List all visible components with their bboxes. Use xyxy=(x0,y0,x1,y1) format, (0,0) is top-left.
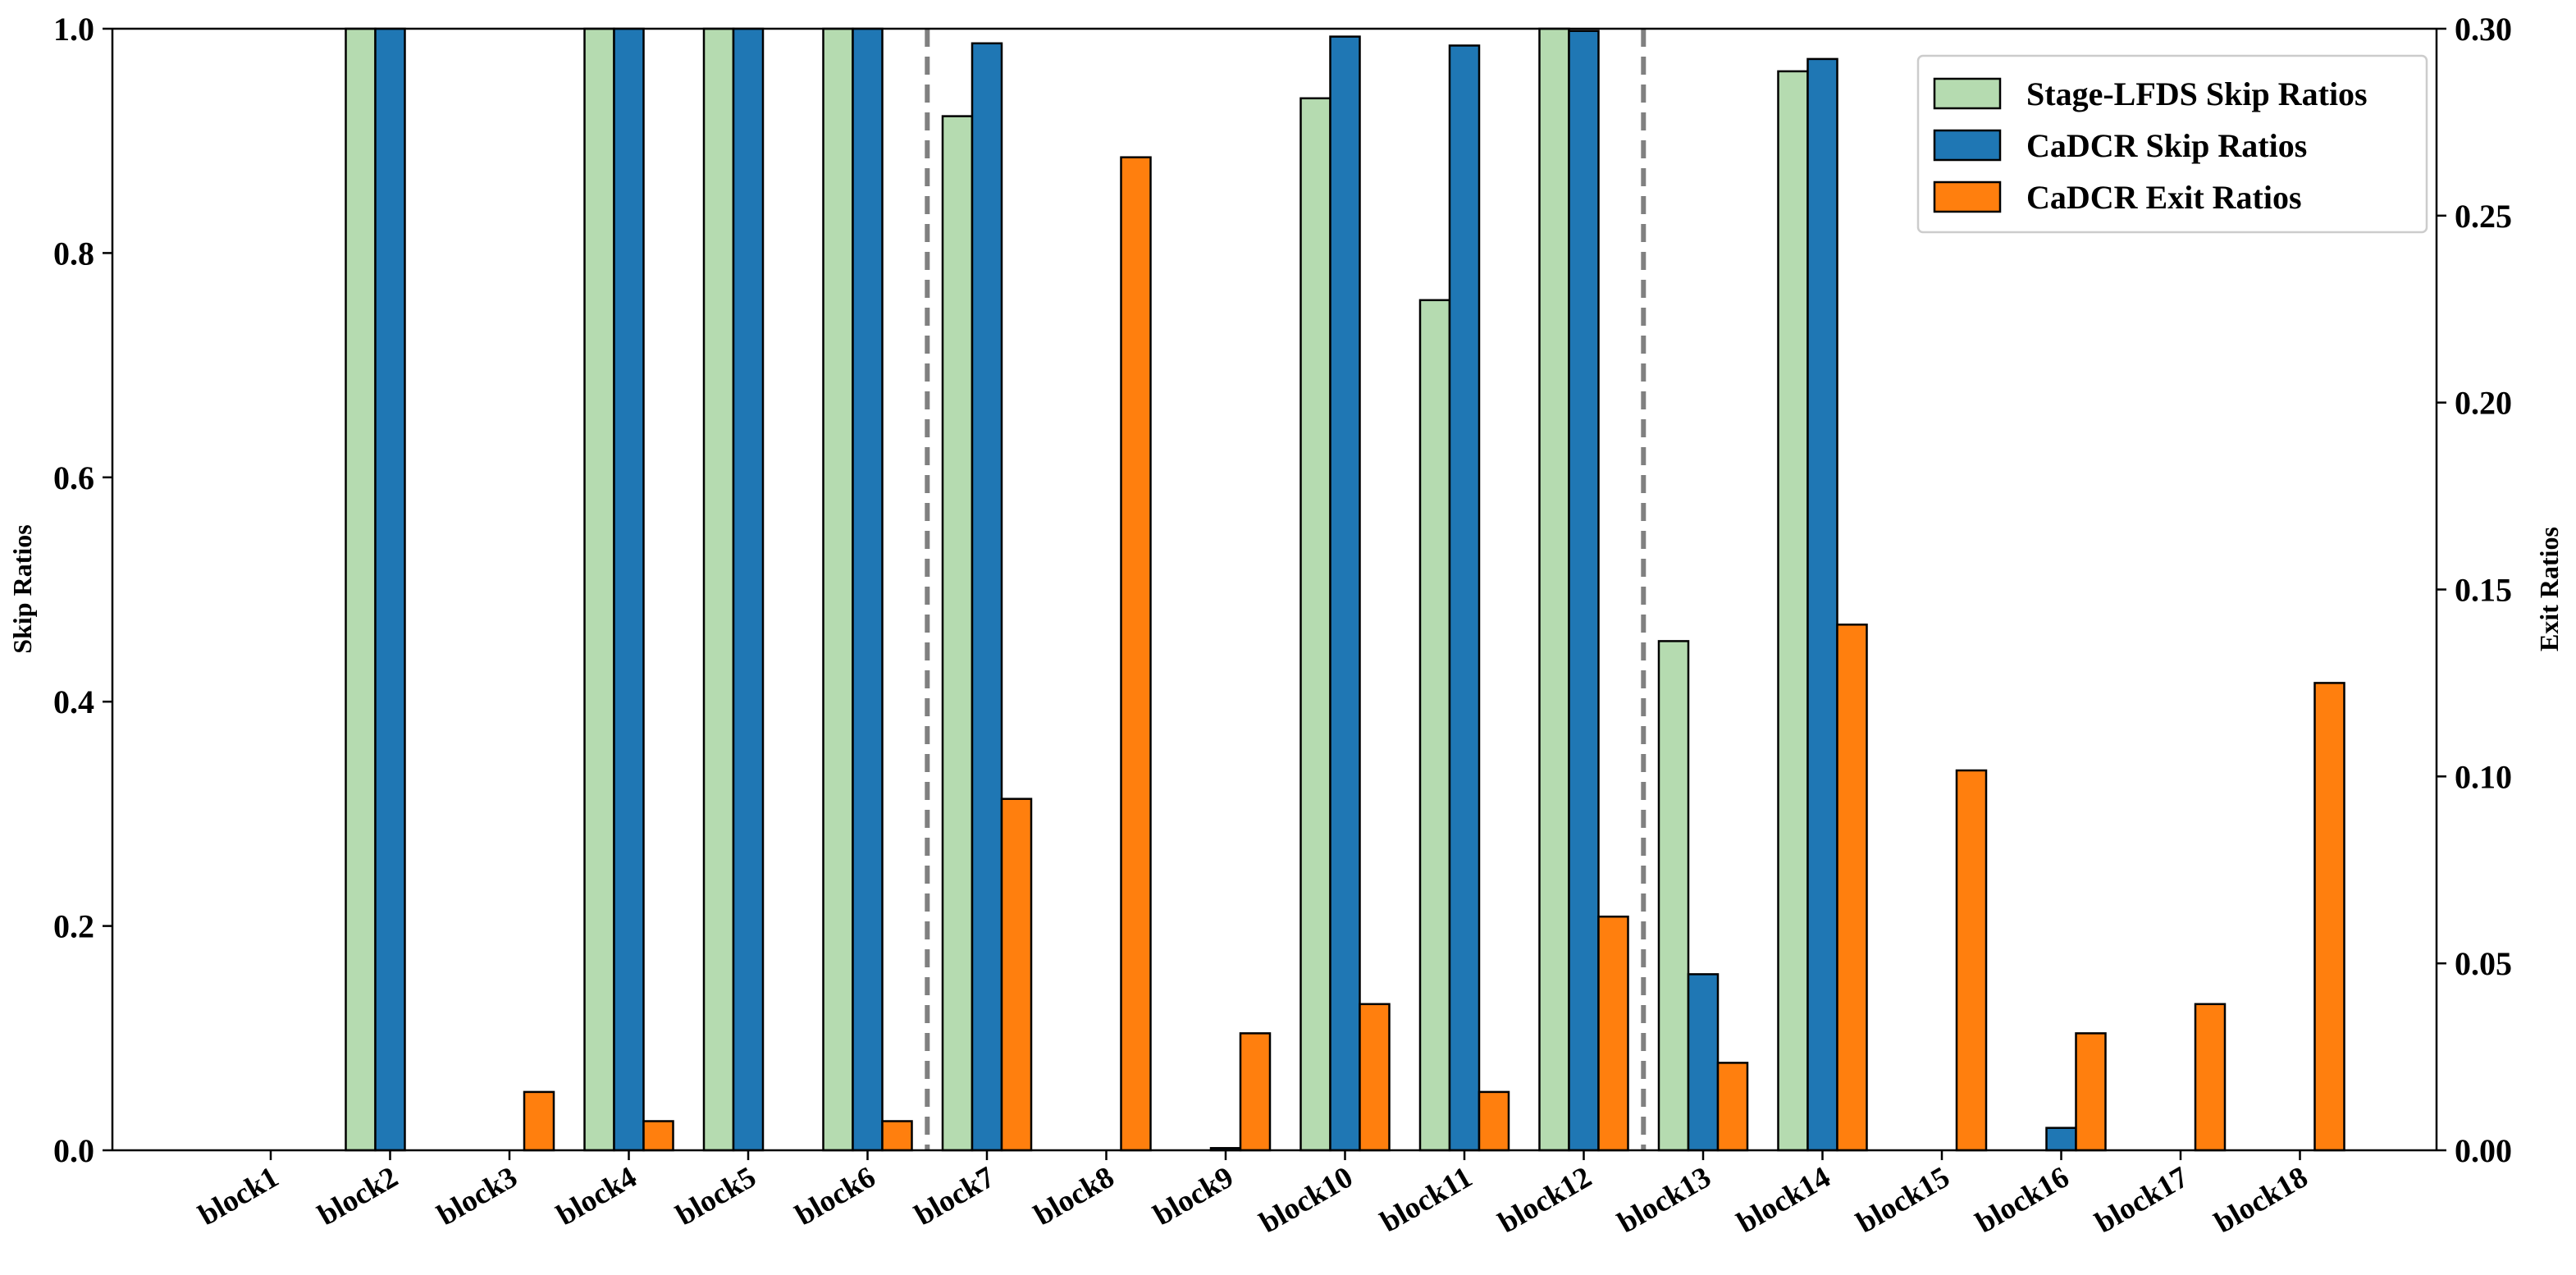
bar-cadcr-skip-ratios-block10 xyxy=(1329,35,1361,1152)
x-tick-label: block7 xyxy=(909,1160,1000,1232)
bar-cadcr-exit-ratios-block11 xyxy=(1478,1090,1510,1152)
y-tick-label: 0.0 xyxy=(53,1132,94,1169)
y2-tick-label: 0.20 xyxy=(2455,385,2512,422)
x-tick-label: block17 xyxy=(2090,1160,2194,1240)
bar-stage-lfds-skip-ratios-block12 xyxy=(1538,27,1570,1152)
y2-tick-label: 0.30 xyxy=(2455,11,2512,48)
bar-stage-lfds-skip-ratios-block2 xyxy=(345,27,377,1152)
bar-cadcr-skip-ratios-block5 xyxy=(732,27,765,1152)
bar-cadcr-exit-ratios-block14 xyxy=(1836,624,1868,1152)
x-tick-label: block3 xyxy=(432,1160,523,1232)
bar-cadcr-skip-ratios-block6 xyxy=(852,27,884,1152)
y-tick-label: 0.8 xyxy=(53,235,94,272)
bar-stage-lfds-skip-ratios-block13 xyxy=(1657,640,1690,1152)
legend: Stage-LFDS Skip Ratios CaDCR Skip Ratios… xyxy=(1916,54,2428,234)
y2-axis-label: Exit Ratios xyxy=(2534,527,2564,651)
legend-label-cadcr-skip: CaDCR Skip Ratios xyxy=(2026,127,2307,164)
x-tick-label: block6 xyxy=(790,1160,881,1232)
y-tick-label: 0.6 xyxy=(53,459,94,496)
y-tick-label: 0.2 xyxy=(53,908,94,945)
bar-stage-lfds-skip-ratios-block11 xyxy=(1418,299,1451,1152)
legend-frame xyxy=(1916,54,2428,234)
bar-cadcr-exit-ratios-block10 xyxy=(1359,1003,1391,1152)
legend-label-cadcr-exit: CaDCR Exit Ratios xyxy=(2026,179,2302,216)
bar-cadcr-exit-ratios-block4 xyxy=(642,1120,674,1152)
bar-cadcr-exit-ratios-block7 xyxy=(1000,797,1033,1152)
x-tick-label: block14 xyxy=(1732,1160,1836,1240)
y2-tick-label: 0.10 xyxy=(2455,758,2512,795)
bar-cadcr-skip-ratios-block2 xyxy=(374,27,406,1152)
bar-cadcr-skip-ratios-block12 xyxy=(1568,30,1600,1152)
stage-dividers xyxy=(925,29,1647,1150)
y2-tick-label: 0.05 xyxy=(2455,945,2512,982)
y-tick-label: 0.4 xyxy=(53,683,94,720)
bar-cadcr-skip-ratios-block7 xyxy=(971,42,1003,1152)
x-tick-label: block18 xyxy=(2209,1160,2313,1240)
y2-tick-label: 0.15 xyxy=(2455,572,2512,609)
x-tick-label: block16 xyxy=(1971,1160,2075,1240)
bar-cadcr-skip-ratios-block16 xyxy=(2045,1126,2077,1152)
bars-group xyxy=(345,27,2345,1152)
bar-cadcr-exit-ratios-block6 xyxy=(881,1120,913,1152)
bar-cadcr-exit-ratios-block18 xyxy=(2313,682,2345,1152)
bar-stage-lfds-skip-ratios-block7 xyxy=(941,115,974,1152)
bar-stage-lfds-skip-ratios-block14 xyxy=(1777,70,1809,1152)
x-axis-ticks: block1 block2 block3 block4 block5 block6 bloc… xyxy=(193,1150,2313,1240)
bar-cadcr-exit-ratios-block16 xyxy=(2075,1032,2107,1152)
legend-label-stage-lfds: Stage-LFDS Skip Ratios xyxy=(2026,75,2368,112)
bar-cadcr-skip-ratios-block14 xyxy=(1806,57,1838,1152)
y2-axis-ticks: 0.00 0.05 0.10 0.15 0.20 0.25 0.30 xyxy=(2437,11,2512,1169)
legend-swatch-stage-lfds xyxy=(1933,77,2002,110)
y-axis-label: Skip Ratios xyxy=(7,524,37,653)
x-tick-label: block12 xyxy=(1493,1160,1597,1240)
x-tick-label: block4 xyxy=(551,1160,642,1232)
bar-stage-lfds-skip-ratios-block6 xyxy=(822,27,854,1152)
x-tick-label: block13 xyxy=(1612,1160,1716,1240)
bar-cadcr-exit-ratios-block3 xyxy=(523,1090,555,1152)
bar-cadcr-exit-ratios-block9 xyxy=(1239,1032,1272,1152)
bar-cadcr-exit-ratios-block13 xyxy=(1716,1062,1749,1152)
bar-cadcr-skip-ratios-block4 xyxy=(613,27,645,1152)
legend-swatch-cadcr-exit xyxy=(1933,181,2002,213)
bar-stage-lfds-skip-ratios-block5 xyxy=(702,27,735,1152)
legend-swatch-cadcr-skip xyxy=(1933,129,2002,162)
y2-tick-label: 0.25 xyxy=(2455,198,2512,235)
x-tick-label: block15 xyxy=(1851,1160,1955,1240)
x-tick-label: block10 xyxy=(1254,1160,1359,1240)
bar-cadcr-exit-ratios-block8 xyxy=(1120,156,1152,1152)
x-tick-label: block5 xyxy=(670,1160,761,1232)
bar-cadcr-exit-ratios-block12 xyxy=(1597,915,1629,1152)
x-tick-label: block9 xyxy=(1148,1160,1239,1232)
bar-cadcr-exit-ratios-block17 xyxy=(2194,1003,2227,1152)
bar-cadcr-skip-ratios-block11 xyxy=(1448,44,1481,1152)
x-tick-label: block11 xyxy=(1375,1160,1478,1239)
bar-stage-lfds-skip-ratios-block10 xyxy=(1299,97,1331,1152)
y2-tick-label: 0.00 xyxy=(2455,1132,2512,1169)
y-axis-ticks: 0.0 0.2 0.4 0.6 0.8 1.0 xyxy=(53,11,112,1169)
bar-cadcr-exit-ratios-block15 xyxy=(1955,769,1988,1152)
y-tick-label: 1.0 xyxy=(53,11,94,48)
x-tick-label: block2 xyxy=(313,1160,404,1232)
bar-stage-lfds-skip-ratios-block4 xyxy=(583,27,615,1152)
bar-cadcr-skip-ratios-block13 xyxy=(1687,973,1720,1152)
x-tick-label: block1 xyxy=(193,1160,284,1232)
x-tick-label: block8 xyxy=(1029,1160,1120,1232)
